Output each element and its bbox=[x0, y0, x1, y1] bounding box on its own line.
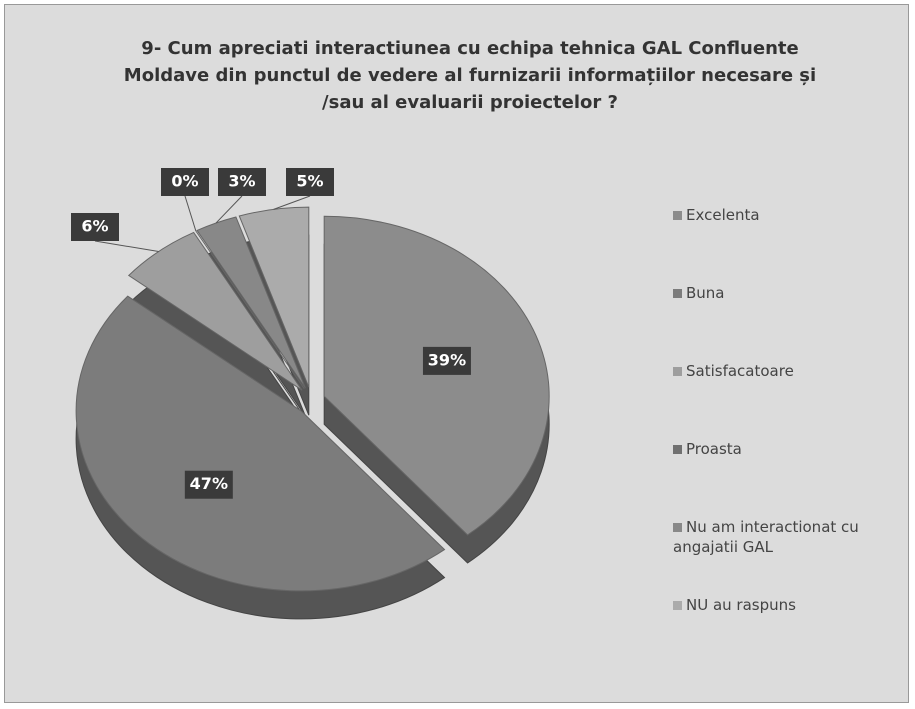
legend-swatch bbox=[673, 523, 682, 532]
label-box bbox=[286, 168, 334, 196]
leader-line bbox=[184, 195, 197, 232]
label-box bbox=[161, 168, 209, 196]
slice bbox=[323, 215, 550, 536]
slice bbox=[195, 230, 305, 390]
leader-line bbox=[215, 195, 243, 224]
data-label: 0% bbox=[171, 172, 198, 191]
data-label: 3% bbox=[228, 172, 255, 191]
data-label: 39% bbox=[428, 350, 466, 369]
data-label: 6% bbox=[81, 217, 108, 236]
legend-swatch bbox=[673, 601, 682, 610]
legend-label: NU au raspuns bbox=[686, 596, 796, 614]
slice bbox=[127, 231, 303, 391]
legend-item: NU au raspuns bbox=[673, 595, 913, 615]
legend-item: Satisfacatoare bbox=[673, 361, 913, 381]
leader-line bbox=[273, 195, 311, 210]
label-box bbox=[184, 470, 233, 499]
legend-swatch bbox=[673, 211, 682, 220]
slice bbox=[75, 295, 446, 592]
leader-line bbox=[94, 240, 159, 253]
legend-item: Buna bbox=[673, 283, 913, 303]
legend-label: Excelenta bbox=[686, 206, 760, 224]
chart-title: 9- Cum apreciati interactiunea cu echipa… bbox=[123, 38, 817, 113]
label-box bbox=[71, 213, 119, 241]
legend-swatch bbox=[673, 445, 682, 454]
legend-swatch bbox=[673, 289, 682, 298]
pie: 39% 47% 6% 0% 3% 5% bbox=[71, 168, 550, 620]
legend-label: Proasta bbox=[686, 440, 742, 458]
legend-item: Proasta bbox=[673, 439, 913, 459]
legend-swatch bbox=[673, 367, 682, 376]
legend-label: Buna bbox=[686, 284, 725, 302]
legend-item: Nu am interactionat cu angajatii GAL bbox=[673, 517, 913, 557]
legend-label: Nu am interactionat cu angajatii GAL bbox=[673, 518, 859, 556]
data-label: 47% bbox=[190, 474, 228, 493]
label-box bbox=[218, 168, 266, 196]
label-box bbox=[422, 346, 471, 375]
data-label: 5% bbox=[296, 172, 323, 191]
chart: 9- Cum apreciati interactiunea cu echipa… bbox=[4, 4, 909, 703]
legend-item: Excelenta bbox=[673, 205, 913, 225]
legend-label: Satisfacatoare bbox=[686, 362, 794, 380]
